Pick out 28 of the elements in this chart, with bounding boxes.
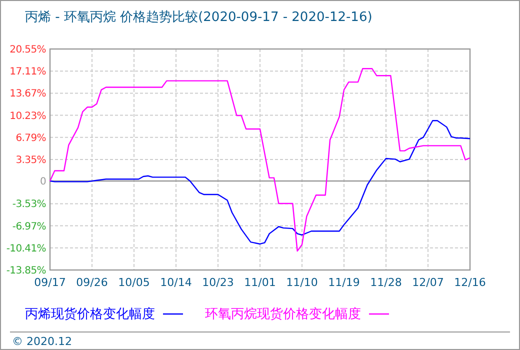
- chart-title: 丙烯 - 环氧丙烷 价格趋势比较(2020-09-17 - 2020-12-16): [25, 10, 372, 25]
- x-tick-label: 12/07: [412, 276, 444, 289]
- line-series: [49, 120, 471, 245]
- x-tick-label: 09/26: [76, 276, 108, 289]
- y-tick-label: -13.85%: [6, 266, 46, 276]
- y-tick-label: -3.53%: [12, 199, 46, 210]
- y-tick-label: -6.97%: [12, 221, 46, 232]
- y-tick-label: -10.41%: [6, 243, 46, 254]
- y-tick-label: 10.23%: [10, 110, 46, 122]
- line-series: [49, 68, 471, 252]
- legend-label: 丙烯现货价格变化幅度: [25, 306, 155, 322]
- y-tick-label: 20.55%: [10, 44, 46, 56]
- y-tick-label: 0: [40, 176, 46, 188]
- y-tick-label: 6.79%: [16, 132, 46, 144]
- x-tick-label: 10/05: [118, 276, 150, 289]
- x-tick-label: 09/17: [34, 276, 66, 289]
- x-tick-label: 11/10: [286, 276, 318, 289]
- x-tick-label: 10/23: [202, 276, 234, 289]
- y-tick-label: 3.35%: [16, 155, 46, 166]
- y-tick-label: 17.11%: [10, 66, 46, 78]
- x-tick-label: 12/16: [454, 276, 486, 289]
- x-tick-label: 11/19: [328, 276, 360, 289]
- x-tick-label: 11/01: [244, 276, 276, 289]
- text: © 2020.12: [12, 335, 72, 348]
- y-tick-label: 13.67%: [10, 88, 46, 100]
- x-tick-label: 10/14: [160, 276, 192, 289]
- legend-label: 环氧丙烷现货价格变化幅度: [205, 306, 361, 322]
- x-tick-label: 11/28: [370, 276, 402, 289]
